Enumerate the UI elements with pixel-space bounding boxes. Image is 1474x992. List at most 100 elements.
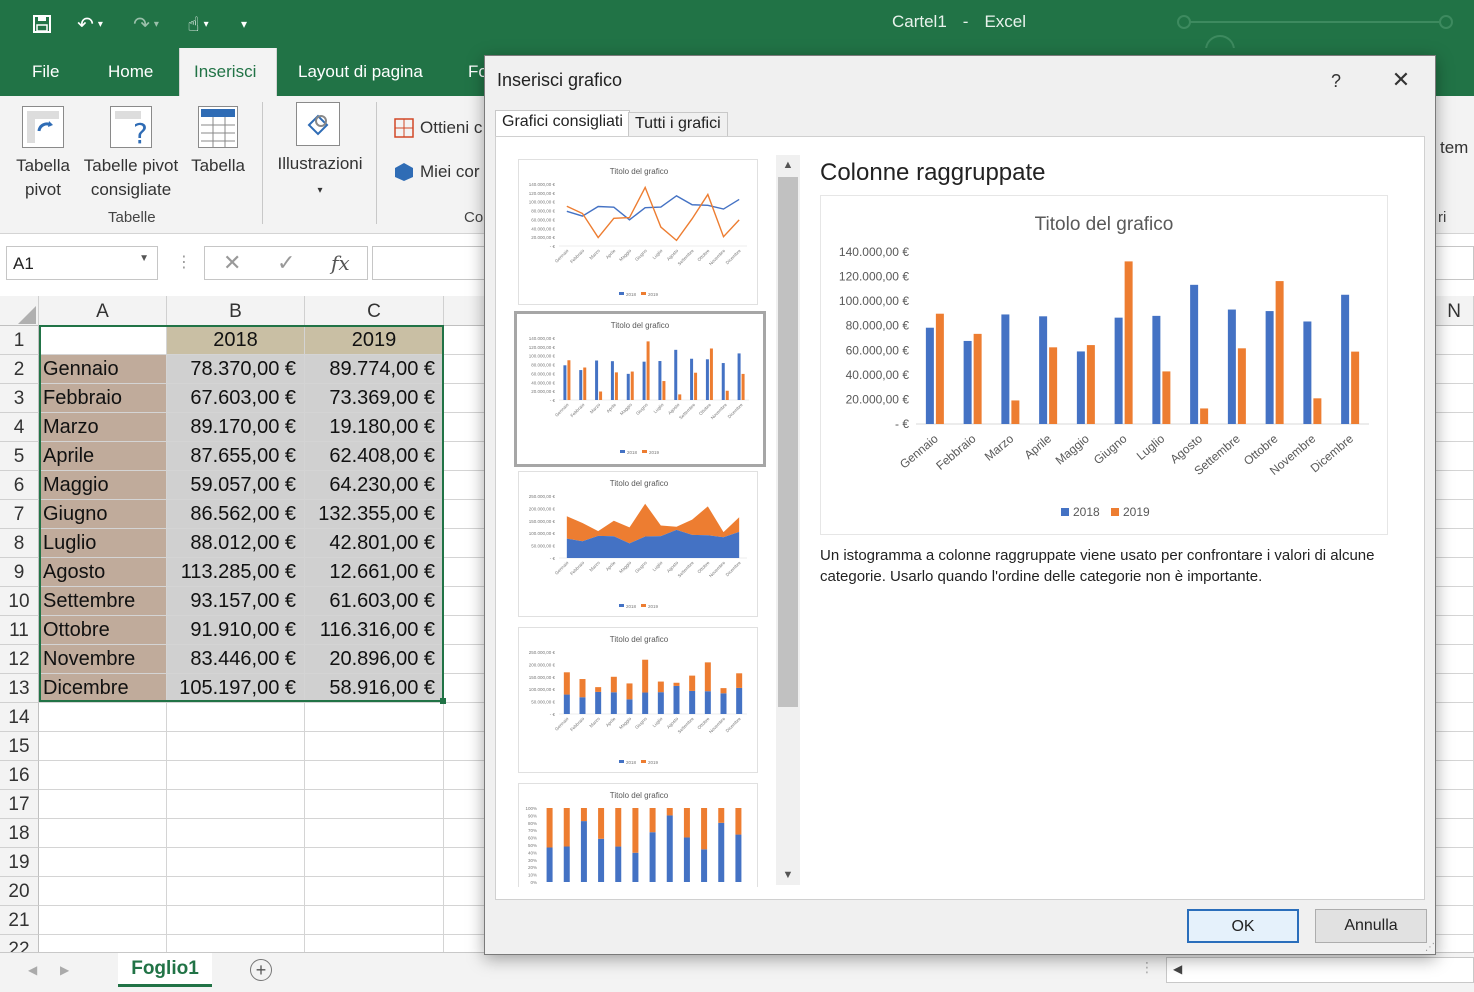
- row-header[interactable]: 4: [0, 413, 39, 442]
- tab-layout[interactable]: Layout di pagina: [298, 62, 423, 81]
- cancel-icon[interactable]: ✕: [223, 250, 242, 275]
- tab-all-charts[interactable]: Tutti i grafici: [628, 112, 728, 136]
- row-header[interactable]: 16: [0, 761, 39, 790]
- cell[interactable]: [39, 819, 167, 848]
- save-icon[interactable]: [28, 10, 56, 38]
- cell[interactable]: Luglio: [39, 529, 167, 558]
- column-header-a[interactable]: A: [39, 296, 167, 326]
- cell[interactable]: 116.316,00 €: [305, 616, 444, 645]
- row-header[interactable]: 13: [0, 674, 39, 703]
- row-header[interactable]: 17: [0, 790, 39, 819]
- cell[interactable]: Maggio: [39, 471, 167, 500]
- cell[interactable]: [39, 761, 167, 790]
- cell[interactable]: 64.230,00 €: [305, 471, 444, 500]
- close-icon[interactable]: ✕: [1391, 67, 1411, 92]
- thumbnail-scrollbar[interactable]: ▲ ▼: [776, 155, 800, 885]
- add-sheet-icon[interactable]: +: [250, 959, 272, 981]
- confirm-icon[interactable]: ✓: [277, 250, 296, 275]
- row-header[interactable]: 5: [0, 442, 39, 471]
- cell[interactable]: [39, 906, 167, 935]
- cell[interactable]: 88.012,00 €: [167, 529, 305, 558]
- cell[interactable]: 87.655,00 €: [167, 442, 305, 471]
- cell[interactable]: [305, 761, 444, 790]
- cell[interactable]: 78.370,00 €: [167, 355, 305, 384]
- scroll-thumb[interactable]: [778, 177, 798, 707]
- customize-qat-icon[interactable]: ▾: [240, 17, 248, 31]
- horizontal-scrollbar[interactable]: ◀: [1166, 957, 1474, 983]
- cell[interactable]: 83.446,00 €: [167, 645, 305, 674]
- cell[interactable]: Novembre: [39, 645, 167, 674]
- row-header[interactable]: 20: [0, 877, 39, 906]
- cell[interactable]: [39, 848, 167, 877]
- cell[interactable]: Marzo: [39, 413, 167, 442]
- cell[interactable]: 61.603,00 €: [305, 587, 444, 616]
- cell[interactable]: [39, 877, 167, 906]
- cell[interactable]: [167, 848, 305, 877]
- cell[interactable]: [305, 732, 444, 761]
- cell[interactable]: [39, 326, 167, 355]
- cell[interactable]: Aprile: [39, 442, 167, 471]
- row-header[interactable]: 3: [0, 384, 39, 413]
- row-header[interactable]: 8: [0, 529, 39, 558]
- tab-recommended-charts[interactable]: Grafici consigliati: [495, 110, 630, 136]
- cell[interactable]: [39, 732, 167, 761]
- get-addins-button[interactable]: Ottieni c: [420, 118, 483, 137]
- cell[interactable]: Settembre: [39, 587, 167, 616]
- recommended-pivot-button[interactable]: Tabelle pivot consigliate: [83, 156, 179, 199]
- cell[interactable]: 67.603,00 €: [167, 384, 305, 413]
- cell[interactable]: Dicembre: [39, 674, 167, 703]
- cell[interactable]: 59.057,00 €: [167, 471, 305, 500]
- table-button[interactable]: Tabella: [191, 156, 245, 175]
- cell[interactable]: Febbraio: [39, 384, 167, 413]
- cell[interactable]: [167, 906, 305, 935]
- cell[interactable]: 73.369,00 €: [305, 384, 444, 413]
- touch-mode-icon[interactable]: ☝ ▾: [187, 13, 209, 36]
- help-button[interactable]: ?: [1330, 71, 1341, 91]
- illustrations-button[interactable]: Illustrazioni ▾: [277, 154, 363, 196]
- fill-handle[interactable]: [440, 698, 446, 704]
- row-header[interactable]: 15: [0, 732, 39, 761]
- cell[interactable]: [39, 790, 167, 819]
- cell[interactable]: 89.170,00 €: [167, 413, 305, 442]
- row-header[interactable]: 12: [0, 645, 39, 674]
- cancel-button[interactable]: Annulla: [1315, 909, 1427, 943]
- cell[interactable]: 105.197,00 €: [167, 674, 305, 703]
- cell[interactable]: 20.896,00 €: [305, 645, 444, 674]
- cell[interactable]: 19.180,00 €: [305, 413, 444, 442]
- tab-file[interactable]: File: [32, 62, 60, 81]
- ok-button[interactable]: OK: [1187, 909, 1299, 943]
- cell[interactable]: Giugno: [39, 500, 167, 529]
- cell[interactable]: 132.355,00 €: [305, 500, 444, 529]
- thumbnail-line-chart[interactable]: Titolo del grafico 140.000,00 € 120.000,00…: [518, 159, 758, 305]
- name-box[interactable]: A1 ▼: [6, 246, 158, 280]
- my-addins-button[interactable]: Miei cor: [420, 162, 480, 181]
- undo-icon[interactable]: ↶ ▾: [77, 13, 103, 36]
- cell[interactable]: [167, 790, 305, 819]
- row-header[interactable]: 19: [0, 848, 39, 877]
- select-all-corner[interactable]: [0, 296, 39, 326]
- tab-inserisci[interactable]: Inserisci: [179, 48, 277, 96]
- row-header[interactable]: 18: [0, 819, 39, 848]
- cell[interactable]: 2018: [167, 326, 305, 355]
- cell[interactable]: 2019: [305, 326, 444, 355]
- cell[interactable]: [305, 877, 444, 906]
- cell[interactable]: Agosto: [39, 558, 167, 587]
- row-header[interactable]: 21: [0, 906, 39, 935]
- cell[interactable]: [167, 732, 305, 761]
- sheet-tab-foglio1[interactable]: Foglio1: [118, 953, 212, 987]
- cell[interactable]: 86.562,00 €: [167, 500, 305, 529]
- cell[interactable]: [305, 848, 444, 877]
- cell[interactable]: [305, 790, 444, 819]
- cell[interactable]: [167, 819, 305, 848]
- row-header[interactable]: 14: [0, 703, 39, 732]
- cell[interactable]: 93.157,00 €: [167, 587, 305, 616]
- row-header[interactable]: 7: [0, 500, 39, 529]
- scroll-left-arrow-icon[interactable]: ◀: [1173, 962, 1183, 976]
- cell[interactable]: Ottobre: [39, 616, 167, 645]
- cell[interactable]: [167, 761, 305, 790]
- row-header[interactable]: 1: [0, 326, 39, 355]
- scroll-left-icon[interactable]: ◀: [28, 963, 38, 977]
- scroll-down-icon[interactable]: ▼: [782, 869, 794, 881]
- scroll-right-icon[interactable]: ▶: [60, 963, 70, 977]
- thumbnail-stacked-column[interactable]: Titolo del grafico 250.000,00 € 200.000,00…: [518, 627, 758, 773]
